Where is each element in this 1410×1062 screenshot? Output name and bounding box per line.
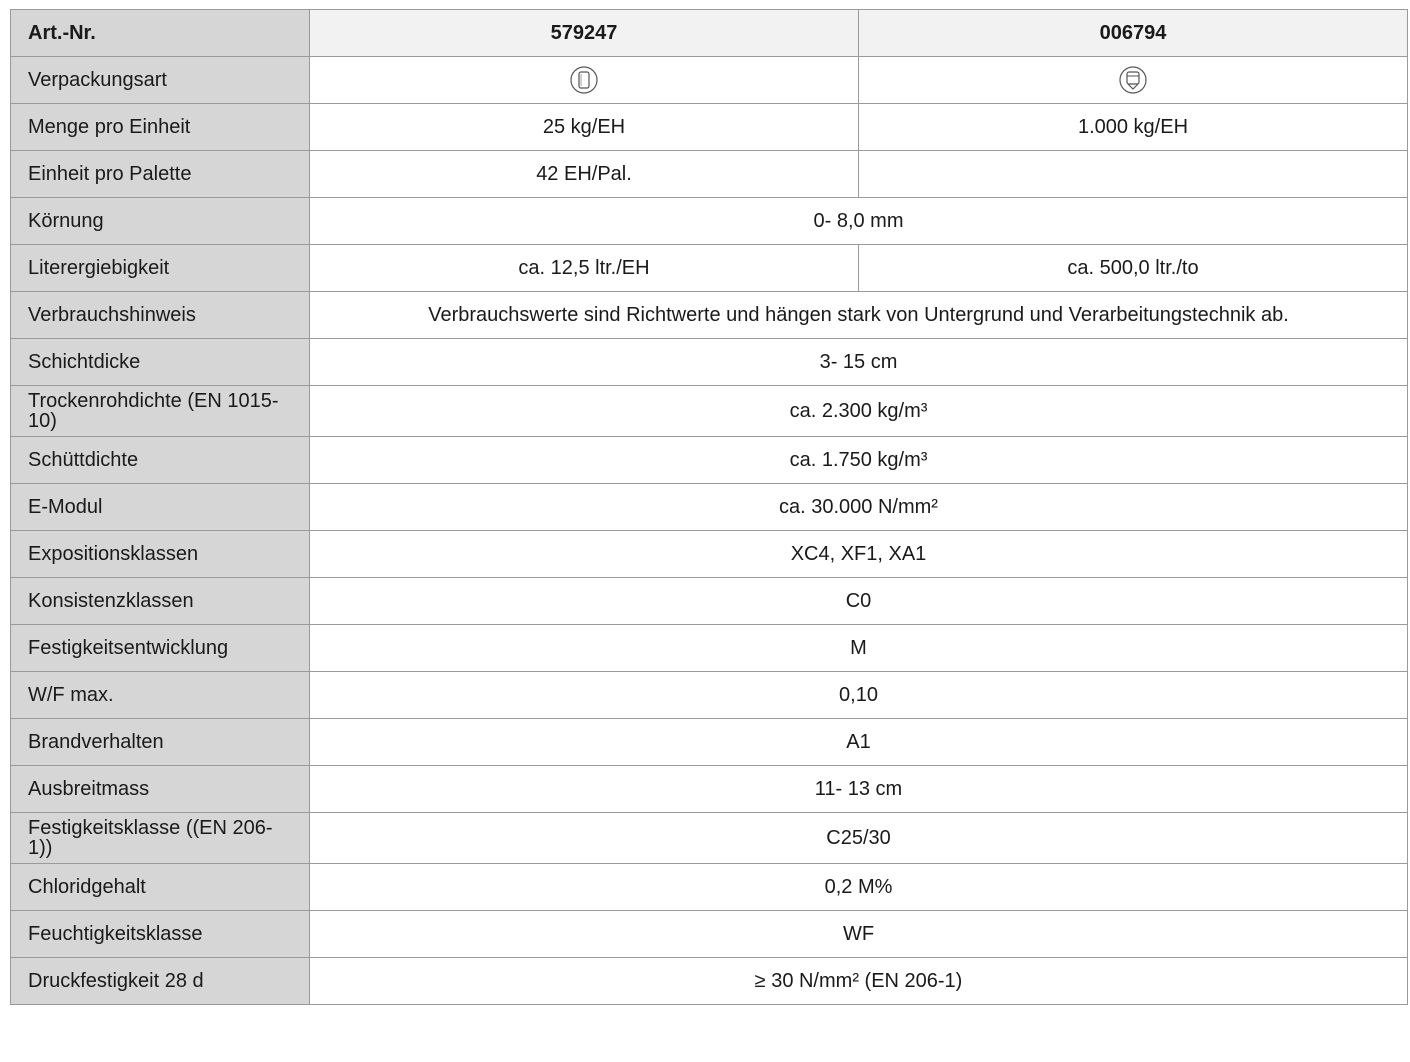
value-cell: 3- 15 cm: [309, 338, 1408, 386]
table-row: Festigkeitsklasse ((EN 206-1)) C25/30: [10, 812, 1408, 864]
product-spec-table: Art.-Nr. 579247 006794 Verpackungsart Me…: [10, 9, 1408, 1005]
bigbag-icon: [1119, 66, 1147, 94]
value-cell: C0: [309, 577, 1408, 625]
value-cell: ca. 500,0 ltr./to: [858, 244, 1408, 292]
row-label: E-Modul: [10, 483, 310, 531]
row-label: Körnung: [10, 197, 310, 245]
sack-icon: [570, 66, 598, 94]
table-row: Brandverhalten A1: [10, 718, 1408, 766]
row-label: Trockenrohdichte (EN 1015-10): [10, 385, 310, 437]
row-label: Schichtdicke: [10, 338, 310, 386]
value-cell: ca. 1.750 kg/m³: [309, 436, 1408, 484]
value-cell: 42 EH/Pal.: [309, 150, 859, 198]
spec-sheet: Art.-Nr. 579247 006794 Verpackungsart Me…: [10, 9, 1408, 1005]
row-label: Festigkeitsklasse ((EN 206-1)): [10, 812, 310, 864]
row-label: Expositionsklassen: [10, 530, 310, 578]
table-row: Körnung 0- 8,0 mm: [10, 197, 1408, 245]
value-cell: 0- 8,0 mm: [309, 197, 1408, 245]
value-cell: [858, 150, 1408, 198]
table-row: Trockenrohdichte (EN 1015-10) ca. 2.300 …: [10, 385, 1408, 437]
value-cell: 25 kg/EH: [309, 103, 859, 151]
article-number-2: 006794: [858, 9, 1408, 57]
table-row: Festigkeitsentwicklung M: [10, 624, 1408, 672]
table-row: Verpackungsart: [10, 56, 1408, 104]
row-label: Ausbreitmass: [10, 765, 310, 813]
value-cell: ≥ 30 N/mm² (EN 206-1): [309, 957, 1408, 1005]
value-cell: Verbrauchswerte sind Richtwerte und häng…: [309, 291, 1408, 339]
row-label: Feuchtigkeitsklasse: [10, 910, 310, 958]
value-cell: ca. 12,5 ltr./EH: [309, 244, 859, 292]
value-cell: WF: [309, 910, 1408, 958]
table-row: Schüttdichte ca. 1.750 kg/m³: [10, 436, 1408, 484]
table-row: Chloridgehalt 0,2 M%: [10, 863, 1408, 911]
row-label: Festigkeitsentwicklung: [10, 624, 310, 672]
row-label: Verpackungsart: [10, 56, 310, 104]
table-row: Einheit pro Palette 42 EH/Pal.: [10, 150, 1408, 198]
table-row: Feuchtigkeitsklasse WF: [10, 910, 1408, 958]
table-row: Literergiebigkeit ca. 12,5 ltr./EH ca. 5…: [10, 244, 1408, 292]
table-row: E-Modul ca. 30.000 N/mm²: [10, 483, 1408, 531]
table-row: Konsistenzklassen C0: [10, 577, 1408, 625]
row-label: Chloridgehalt: [10, 863, 310, 911]
header-label: Art.-Nr.: [10, 9, 310, 57]
value-cell: ca. 30.000 N/mm²: [309, 483, 1408, 531]
table-row: Ausbreitmass 11- 13 cm: [10, 765, 1408, 813]
value-cell: M: [309, 624, 1408, 672]
value-cell: 1.000 kg/EH: [858, 103, 1408, 151]
row-label: Schüttdichte: [10, 436, 310, 484]
row-label: W/F max.: [10, 671, 310, 719]
row-label: Menge pro Einheit: [10, 103, 310, 151]
row-label: Literergiebigkeit: [10, 244, 310, 292]
value-cell: ca. 2.300 kg/m³: [309, 385, 1408, 437]
table-row: Druckfestigkeit 28 d ≥ 30 N/mm² (EN 206-…: [10, 957, 1408, 1005]
row-label: Konsistenzklassen: [10, 577, 310, 625]
table-row: Expositionsklassen XC4, XF1, XA1: [10, 530, 1408, 578]
packaging-cell-1: [309, 56, 859, 104]
table-row: W/F max. 0,10: [10, 671, 1408, 719]
table-row: Schichtdicke 3- 15 cm: [10, 338, 1408, 386]
value-cell: 0,2 M%: [309, 863, 1408, 911]
table-row: Verbrauchshinweis Verbrauchswerte sind R…: [10, 291, 1408, 339]
value-cell: A1: [309, 718, 1408, 766]
row-label: Verbrauchshinweis: [10, 291, 310, 339]
table-row: Menge pro Einheit 25 kg/EH 1.000 kg/EH: [10, 103, 1408, 151]
row-label: Brandverhalten: [10, 718, 310, 766]
value-cell: C25/30: [309, 812, 1408, 864]
value-cell: 11- 13 cm: [309, 765, 1408, 813]
article-number-1: 579247: [309, 9, 859, 57]
row-label: Einheit pro Palette: [10, 150, 310, 198]
value-cell: XC4, XF1, XA1: [309, 530, 1408, 578]
packaging-cell-2: [858, 56, 1408, 104]
row-label: Druckfestigkeit 28 d: [10, 957, 310, 1005]
table-header-row: Art.-Nr. 579247 006794: [10, 9, 1408, 57]
value-cell: 0,10: [309, 671, 1408, 719]
